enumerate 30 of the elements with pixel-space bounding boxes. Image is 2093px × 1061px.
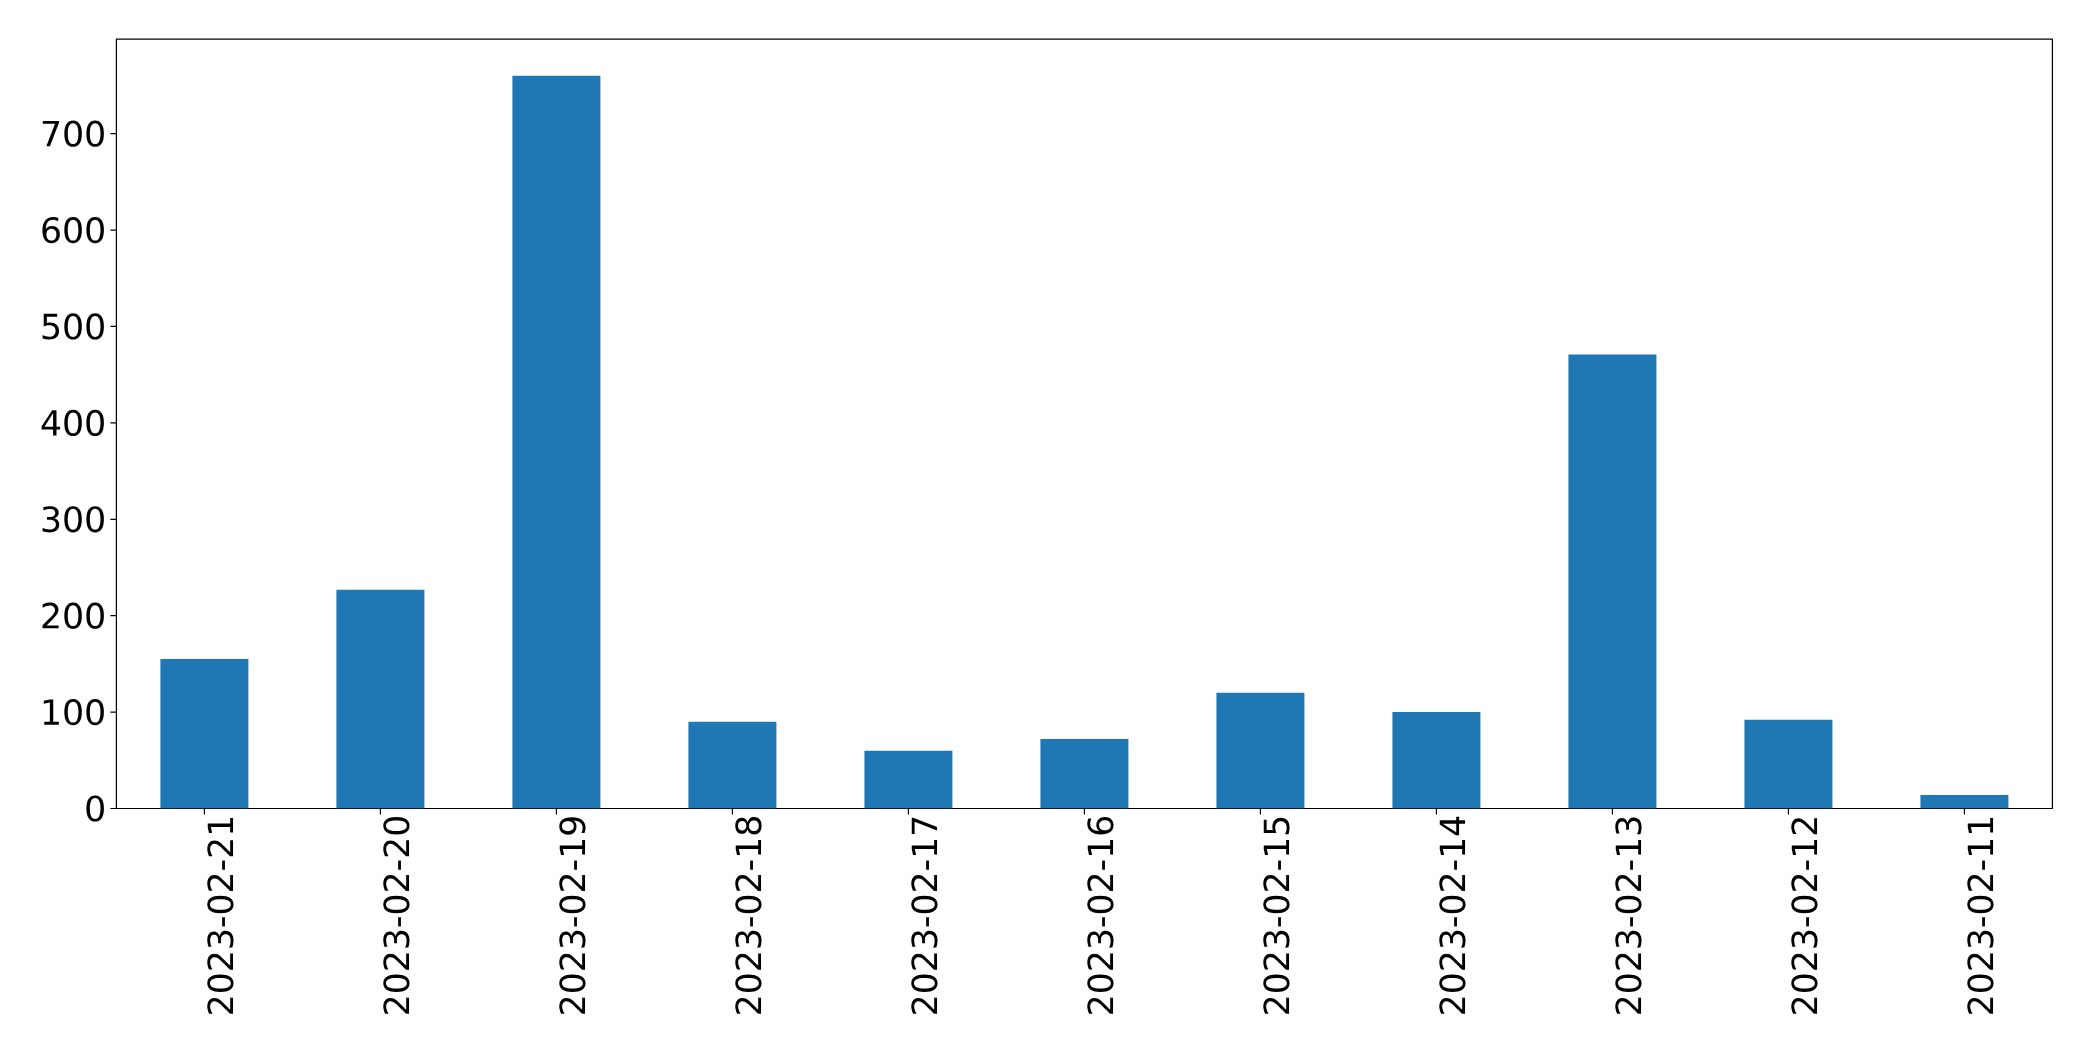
x-tick-label: 2023-02-21 [207, 817, 234, 1014]
y-tick-label: 500 [42, 313, 104, 340]
x-tick-label: 2023-02-12 [1791, 818, 1818, 1014]
bar [864, 750, 953, 809]
x-tick-label: 2023-02-19 [559, 817, 586, 1014]
x-tick-label: 2023-02-17 [911, 817, 938, 1014]
bar [1392, 712, 1481, 809]
x-tick-label: 2023-02-20 [383, 817, 410, 1014]
y-tick-label: 300 [42, 506, 104, 533]
x-tick-label: 2023-02-18 [735, 817, 762, 1014]
x-tick-label: 2023-02-15 [1263, 817, 1290, 1014]
x-tick-label: 2023-02-14 [1439, 816, 1466, 1014]
y-tick-label: 600 [42, 216, 104, 244]
y-tick-label: 100 [43, 698, 104, 726]
y-tick-label: 400 [41, 409, 104, 436]
y-tick-label: 200 [42, 602, 104, 629]
bar [1568, 354, 1657, 809]
bar [160, 659, 249, 809]
bar [1040, 739, 1129, 809]
bar [688, 721, 777, 809]
bar [1216, 692, 1305, 809]
bar [1744, 719, 1833, 809]
x-tick-label: 2023-02-11 [1967, 817, 1994, 1014]
y-tick-label: 0 [86, 795, 104, 822]
x-tick-label: 2023-02-13 [1615, 817, 1642, 1014]
bar [512, 75, 601, 809]
y-tick-label: 700 [42, 120, 104, 147]
bar [336, 589, 425, 809]
x-tick-label: 2023-02-16 [1087, 816, 1114, 1014]
bar [1920, 795, 2009, 809]
